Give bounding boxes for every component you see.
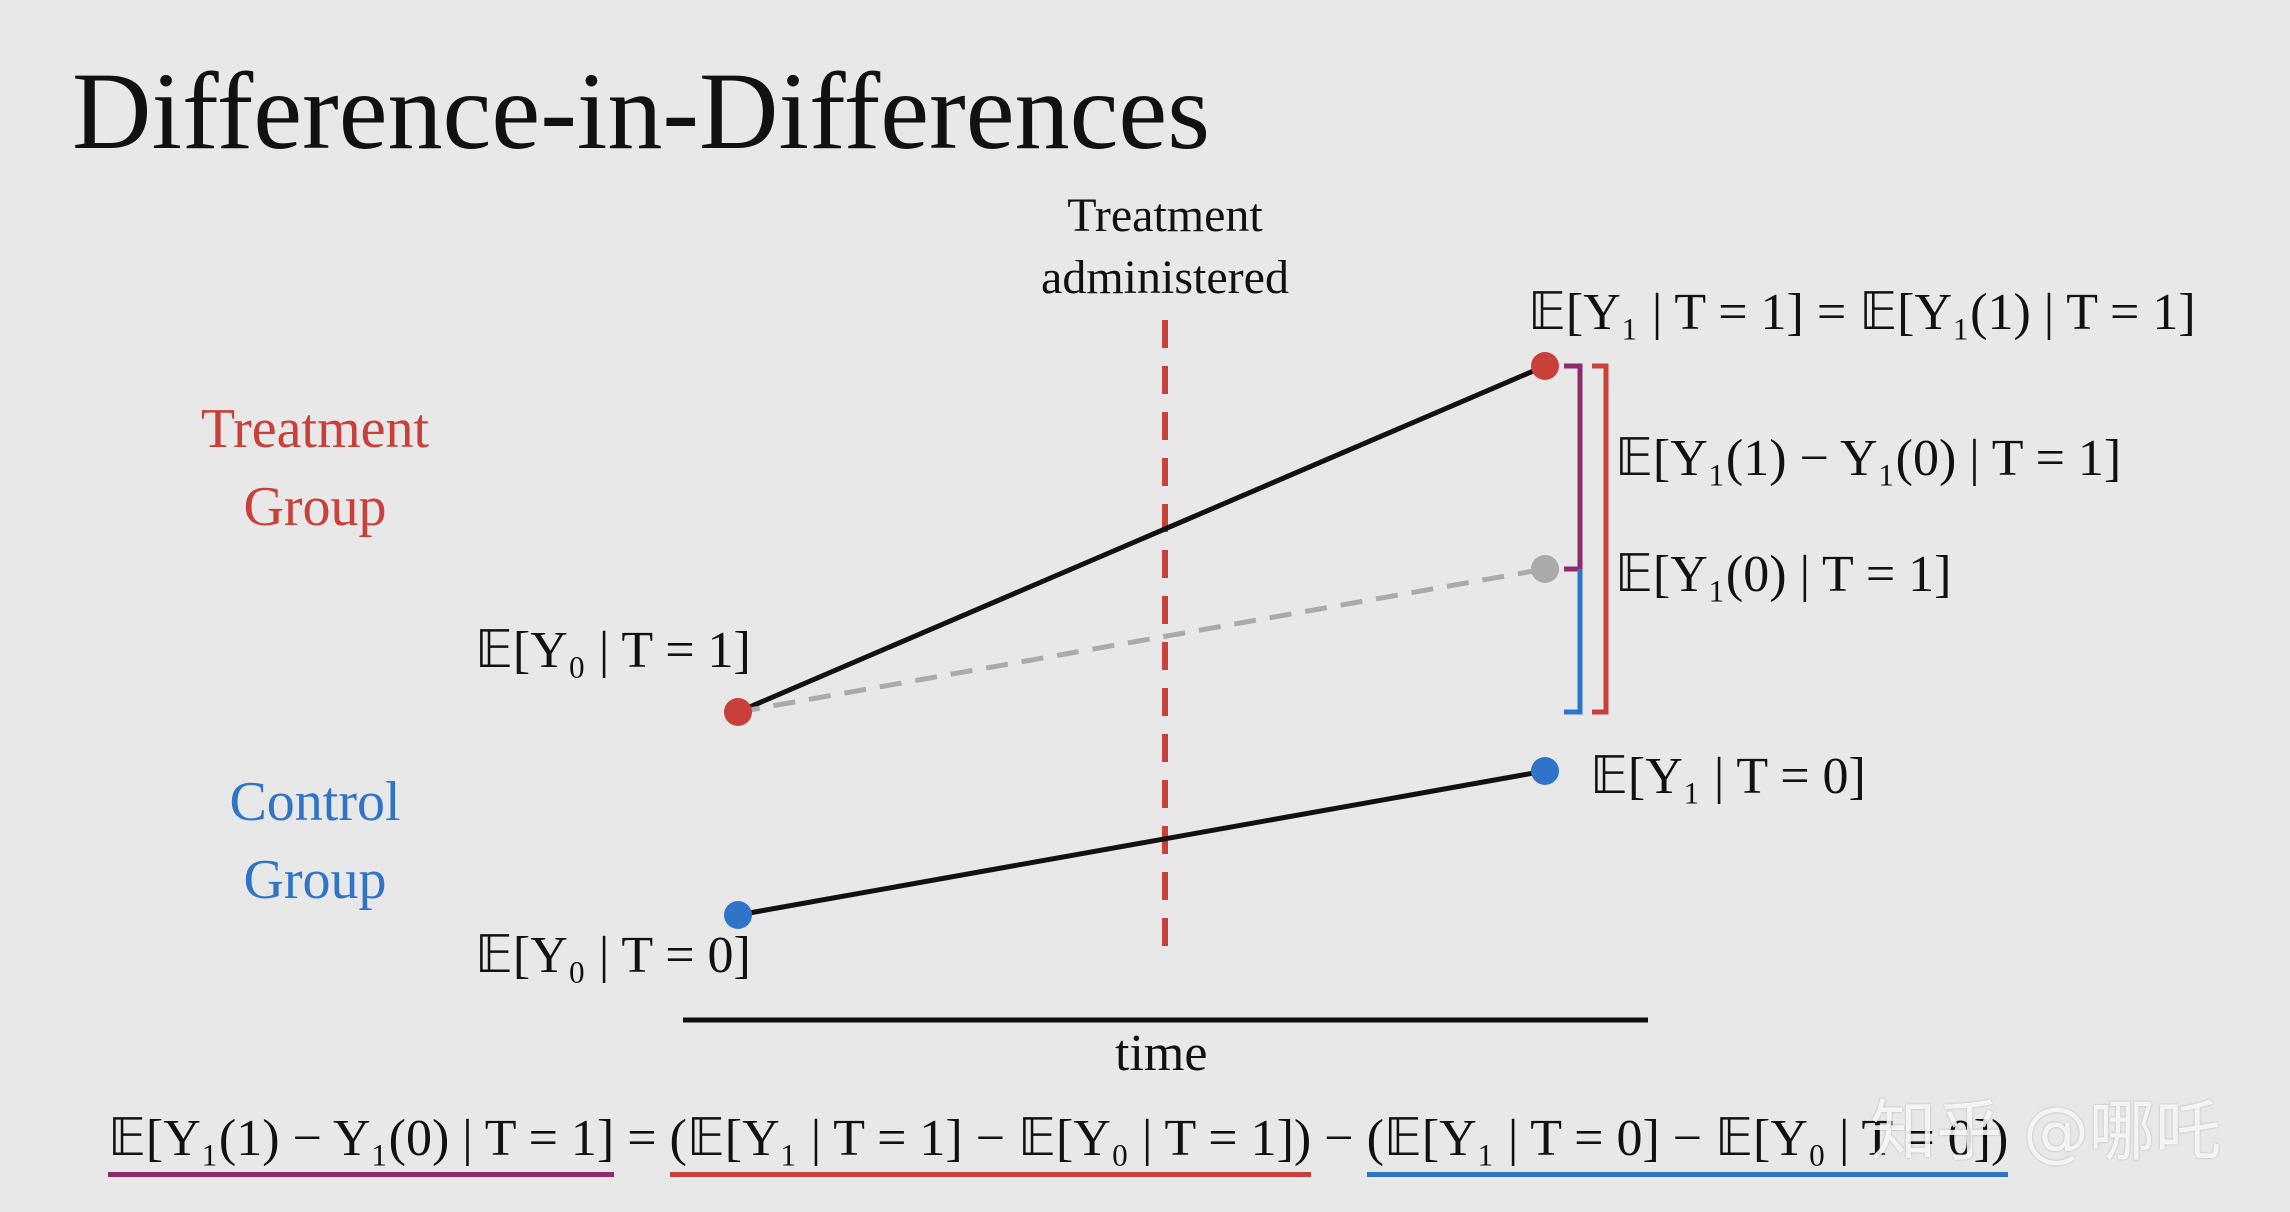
control-group-line-2: Group: [243, 849, 387, 911]
effect-label: 𝔼[Y₁(1) − Y₁(0) | T = 1]: [1615, 430, 2122, 487]
total-change-bracket: [1592, 363, 1609, 715]
control-group-label: Control Group: [160, 763, 470, 919]
treatment-administered-line-1: Treatment: [1067, 189, 1263, 242]
equation-treatment-term: (𝔼[Y₁ | T = 1] − 𝔼[Y₀ | T = 1]): [669, 1108, 1312, 1177]
equation-control-term: (𝔼[Y₁ | T = 0] − 𝔼[Y₀ | T = 0]): [1366, 1108, 2009, 1177]
treatment-pre-point: [724, 698, 752, 726]
treatment-group-line-2: Group: [243, 476, 387, 538]
watermark: 知乎 @哪吒: [1870, 1093, 2221, 1170]
counterfactual-label: 𝔼[Y₁(0) | T = 1]: [1615, 546, 1952, 603]
did-equation: 𝔼[Y₁(1) − Y₁(0) | T = 1] = (𝔼[Y₁ | T = 1…: [108, 1108, 2009, 1177]
time-axis-label: time: [1115, 1025, 1208, 1082]
page-title: Difference-in-Differences: [72, 50, 1211, 172]
equation-equals: =: [614, 1110, 670, 1167]
counterfactual-bracket: [1564, 569, 1583, 715]
effect-bracket: [1564, 363, 1583, 572]
equation-lhs: 𝔼[Y₁(1) − Y₁(0) | T = 1]: [108, 1108, 615, 1177]
equation-minus: −: [1311, 1110, 1367, 1167]
control-pre-point: [724, 901, 752, 929]
treatment-post-point: [1531, 352, 1559, 380]
treatment-group-line-1: Treatment: [200, 398, 430, 460]
control-trend-line: [737, 768, 1546, 918]
treatment-administered-label: Treatment administered: [1000, 185, 1330, 309]
control-pre-label: 𝔼[Y₀ | T = 0]: [475, 927, 751, 984]
treatment-pre-label: 𝔼[Y₀ | T = 1]: [475, 622, 751, 679]
control-post-point: [1531, 757, 1559, 785]
treatment-post-label: 𝔼[Y₁ | T = 1] = 𝔼[Y₁(1) | T = 1]: [1528, 284, 2196, 341]
treatment-group-label: Treatment Group: [160, 390, 470, 546]
counterfactual-trend-line: [737, 566, 1546, 715]
treatment-trend-line: [737, 363, 1546, 715]
control-post-label: 𝔼[Y₁ | T = 0]: [1590, 748, 1866, 805]
control-group-line-1: Control: [229, 771, 401, 833]
counterfactual-point: [1531, 555, 1559, 583]
treatment-administered-line-2: administered: [1041, 251, 1289, 304]
